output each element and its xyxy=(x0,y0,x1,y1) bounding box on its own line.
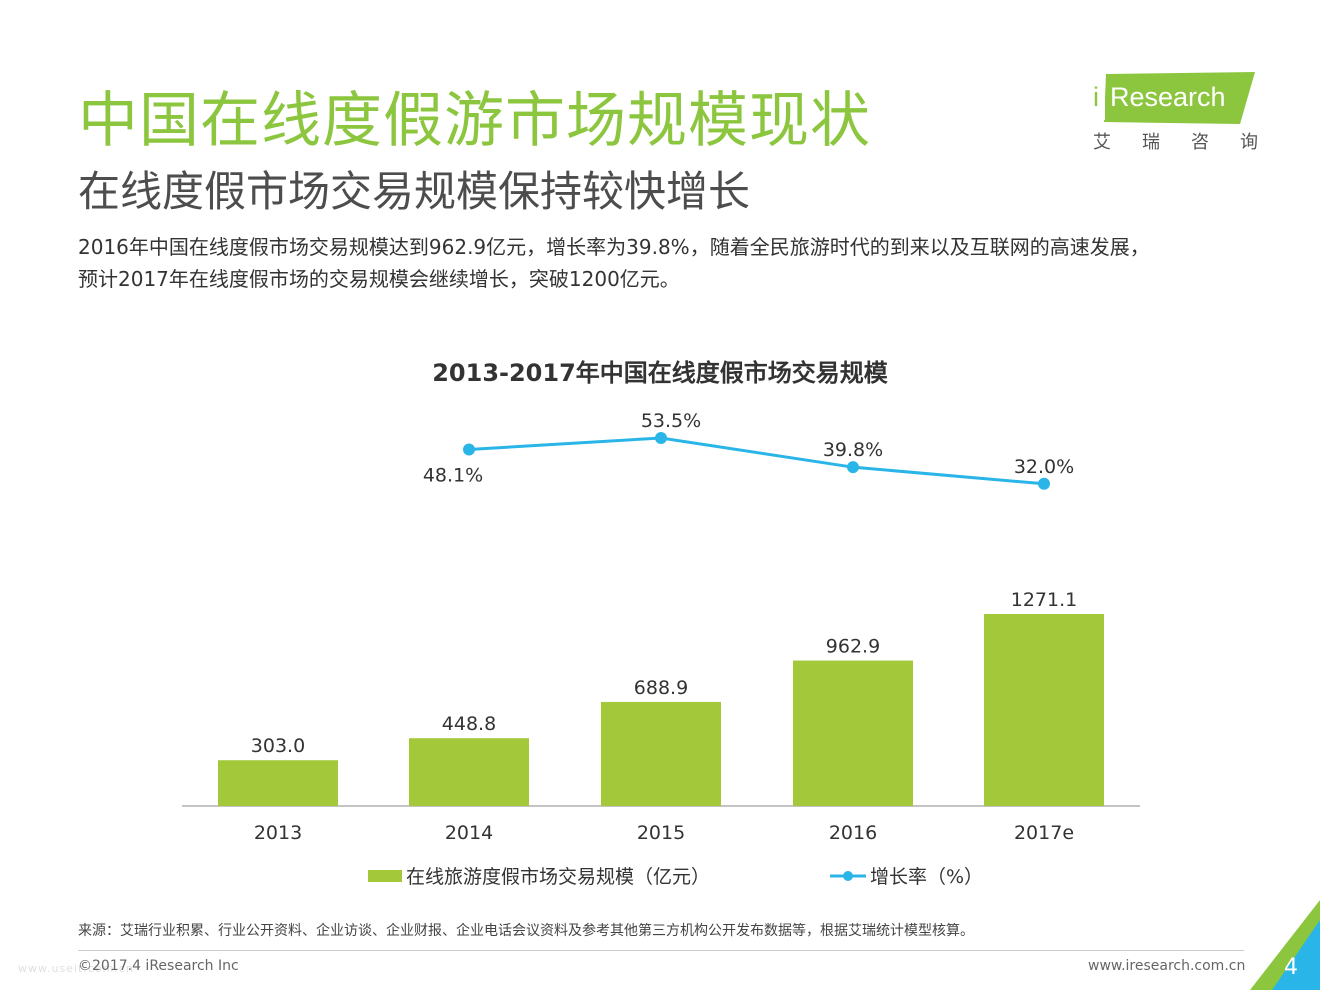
logo-cn-char: 咨 xyxy=(1191,132,1209,153)
growth-label-2: 39.8% xyxy=(823,439,883,461)
page-subtitle: 在线度假市场交易规模保持较快增长 xyxy=(78,167,751,216)
corner-decoration xyxy=(1250,900,1320,990)
page-title: 中国在线度假游市场规模现状 xyxy=(78,86,871,156)
bar-2015 xyxy=(601,701,721,806)
legend-line-swatch xyxy=(830,870,866,881)
summary-line-2: 预计2017年在线度假市场的交易规模会继续增长，突破1200亿元。 xyxy=(78,267,680,291)
bar-label-2014: 448.8 xyxy=(442,713,496,735)
logo-text: Research xyxy=(1110,82,1226,112)
bar-2013 xyxy=(218,760,338,806)
bar-2016 xyxy=(793,660,913,806)
logo-cn-char: 瑞 xyxy=(1142,132,1160,153)
bar-label-2016: 962.9 xyxy=(826,636,880,658)
bar-label-2015: 688.9 xyxy=(634,677,688,699)
summary-text: 2016年中国在线度假市场交易规模达到962.9亿元，增长率为39.8%，随着全… xyxy=(78,231,1258,295)
bar-2014 xyxy=(409,738,529,806)
bar-label-2017e: 1271.1 xyxy=(1011,589,1077,611)
summary-line-1: 2016年中国在线度假市场交易规模达到962.9亿元，增长率为39.8%，随着全… xyxy=(78,235,1150,259)
growth-point-0 xyxy=(463,443,475,456)
logo-i: i xyxy=(1093,82,1099,112)
logo-chinese: 艾 瑞 咨 询 xyxy=(1093,128,1258,154)
bar-2017e xyxy=(984,614,1104,806)
growth-point-1 xyxy=(655,432,667,444)
logo-cn-char: 询 xyxy=(1240,132,1258,153)
x-tick-2014: 2014 xyxy=(445,822,493,844)
chart-title: 2013-2017年中国在线度假市场交易规模 xyxy=(432,359,888,387)
growth-point-3 xyxy=(1038,477,1050,490)
iresearch-logo xyxy=(1091,72,1255,124)
legend-bar-swatch xyxy=(368,869,402,882)
growth-point-2 xyxy=(847,461,859,474)
legend-line-label: 增长率（%） xyxy=(870,866,984,888)
growth-label-0: 48.1% xyxy=(423,465,483,487)
website-link[interactable]: www.iresearch.com.cn xyxy=(1088,958,1246,974)
x-tick-2016: 2016 xyxy=(829,822,877,844)
logo-cn-char: 艾 xyxy=(1093,132,1111,153)
growth-label-1: 53.5% xyxy=(641,410,701,432)
footer-divider xyxy=(78,950,1244,951)
bar-label-2013: 303.0 xyxy=(251,735,305,757)
x-tick-2015: 2015 xyxy=(637,822,685,844)
source-note: 来源：艾瑞行业积累、行业公开资料、企业访谈、企业财报、企业电话会议资料及参考其他… xyxy=(78,923,974,939)
x-tick-2013: 2013 xyxy=(254,822,302,844)
legend-bar: 在线旅游度假市场交易规模（亿元） xyxy=(368,862,710,889)
growth-label-3: 32.0% xyxy=(1014,456,1074,478)
watermark: www.useit.com.cn xyxy=(18,962,134,975)
page-number: 4 xyxy=(1284,955,1298,980)
copyright: ©2017.4 iResearch Inc xyxy=(78,958,239,974)
legend-line: 增长率（%） xyxy=(830,862,983,889)
x-tick-2017e: 2017e xyxy=(1014,822,1074,844)
growth-line xyxy=(468,436,1045,486)
legend-bar-label: 在线旅游度假市场交易规模（亿元） xyxy=(406,866,711,888)
